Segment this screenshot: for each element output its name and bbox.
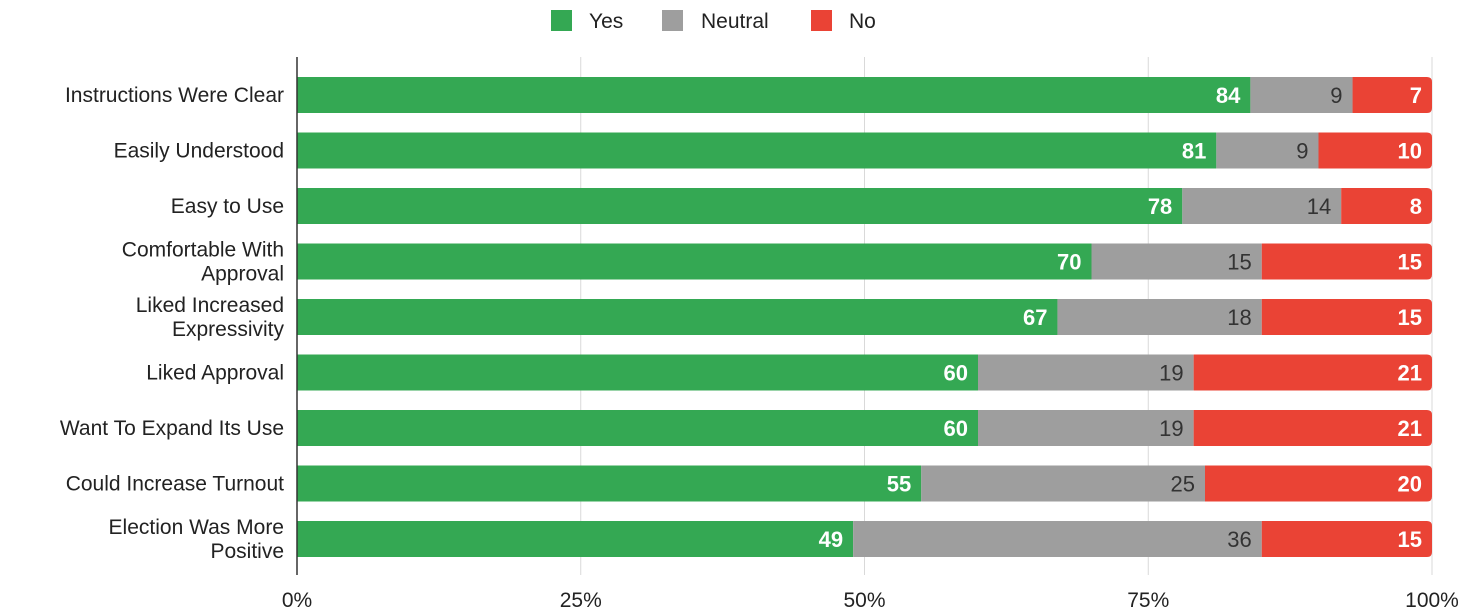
- legend: Yes Neutral No: [551, 10, 876, 33]
- value-label-neutral: 15: [1227, 250, 1251, 275]
- value-label-no: 8: [1410, 194, 1422, 219]
- bar-yes: [297, 188, 1183, 224]
- bar-no: [1261, 299, 1432, 335]
- legend-label-neutral: Neutral: [701, 10, 769, 33]
- bar-yes: [297, 299, 1058, 335]
- category-label: Election Was More Positive: [109, 516, 284, 563]
- bar-neutral: [1091, 243, 1262, 280]
- value-label-no: 21: [1398, 416, 1422, 441]
- bar-neutral: [1057, 299, 1262, 335]
- value-label-yes: 49: [819, 527, 843, 552]
- category-label-line: Election Was More: [109, 516, 284, 539]
- bar-neutral: [921, 465, 1205, 502]
- value-label-neutral: 25: [1171, 472, 1195, 497]
- bars: [297, 77, 1432, 557]
- value-label-neutral: 14: [1307, 194, 1331, 219]
- bar-neutral: [1250, 77, 1353, 113]
- value-label-no: 10: [1398, 139, 1422, 164]
- legend-label-no: No: [849, 10, 876, 33]
- category-label-line: Comfortable With: [122, 239, 284, 262]
- bar-yes: [297, 465, 922, 502]
- category-label: Easily Understood: [114, 140, 284, 163]
- bar-yes: [297, 77, 1251, 113]
- x-tick-label: 50%: [843, 589, 885, 611]
- category-label: Liked Approval: [146, 362, 284, 385]
- bar-no: [1261, 521, 1432, 557]
- bar-no: [1352, 77, 1432, 113]
- value-label-neutral: 9: [1330, 83, 1342, 108]
- category-label: Liked Increased Expressivity: [136, 294, 285, 341]
- bar-no: [1261, 243, 1432, 280]
- category-label: Could Increase Turnout: [66, 473, 284, 496]
- bar-yes: [297, 354, 978, 391]
- value-label-neutral: 18: [1227, 305, 1251, 330]
- value-label-yes: 78: [1148, 194, 1172, 219]
- category-label: Want To Expand Its Use: [60, 417, 284, 440]
- category-label-line: Approval: [201, 263, 284, 286]
- x-tick-label: 0%: [282, 589, 312, 611]
- bar-no: [1318, 132, 1432, 169]
- value-label-neutral: 19: [1159, 361, 1183, 386]
- value-label-neutral: 19: [1159, 416, 1183, 441]
- value-label-yes: 60: [944, 361, 968, 386]
- bar-yes: [297, 410, 978, 446]
- value-label-yes: 67: [1023, 305, 1047, 330]
- category-labels: Instructions Were Clear Easily Understood…: [60, 84, 285, 563]
- x-tick-label: 75%: [1127, 589, 1169, 611]
- x-tick-label: 25%: [560, 589, 602, 611]
- bar-neutral: [1216, 132, 1319, 169]
- value-label-no: 15: [1398, 305, 1422, 330]
- value-label-yes: 84: [1216, 83, 1241, 108]
- legend-swatch-neutral: [662, 10, 683, 31]
- value-label-yes: 81: [1182, 139, 1206, 164]
- legend-swatch-no: [811, 10, 832, 31]
- bar-no: [1341, 188, 1432, 224]
- value-label-yes: 70: [1057, 250, 1081, 275]
- category-label: Easy to Use: [171, 195, 284, 218]
- value-labels: 84 9 7 81 9 10 78 14 8 70 15 15 67 18 15 60 19 21 60 19 21 55…: [819, 83, 1422, 552]
- value-label-neutral: 9: [1296, 139, 1308, 164]
- value-label-no: 21: [1398, 361, 1422, 386]
- bar-yes: [297, 243, 1092, 280]
- bar-neutral: [978, 354, 1194, 391]
- legend-label-yes: Yes: [589, 10, 623, 33]
- legend-swatch-yes: [551, 10, 572, 31]
- category-label-line: Positive: [210, 540, 284, 563]
- value-label-no: 15: [1398, 527, 1422, 552]
- value-label-no: 7: [1410, 83, 1422, 108]
- bar-neutral: [978, 410, 1194, 446]
- bar-neutral: [1182, 188, 1342, 224]
- bar-no: [1193, 354, 1432, 391]
- x-axis: 0% 25% 50% 75% 100%: [282, 57, 1459, 611]
- category-label-line: Expressivity: [172, 318, 285, 341]
- bar-yes: [297, 132, 1217, 169]
- category-label: Comfortable With Approval: [122, 239, 284, 286]
- category-label: Instructions Were Clear: [65, 84, 284, 107]
- value-label-yes: 55: [887, 472, 911, 497]
- bar-no: [1193, 410, 1432, 446]
- bar-yes: [297, 521, 854, 557]
- x-tick-label: 100%: [1405, 589, 1459, 611]
- bar-no: [1205, 465, 1432, 502]
- category-label-line: Liked Increased: [136, 294, 284, 317]
- value-label-neutral: 36: [1227, 527, 1251, 552]
- value-label-no: 15: [1398, 250, 1422, 275]
- bar-neutral: [853, 521, 1262, 557]
- value-label-yes: 60: [944, 416, 968, 441]
- value-label-no: 20: [1398, 472, 1422, 497]
